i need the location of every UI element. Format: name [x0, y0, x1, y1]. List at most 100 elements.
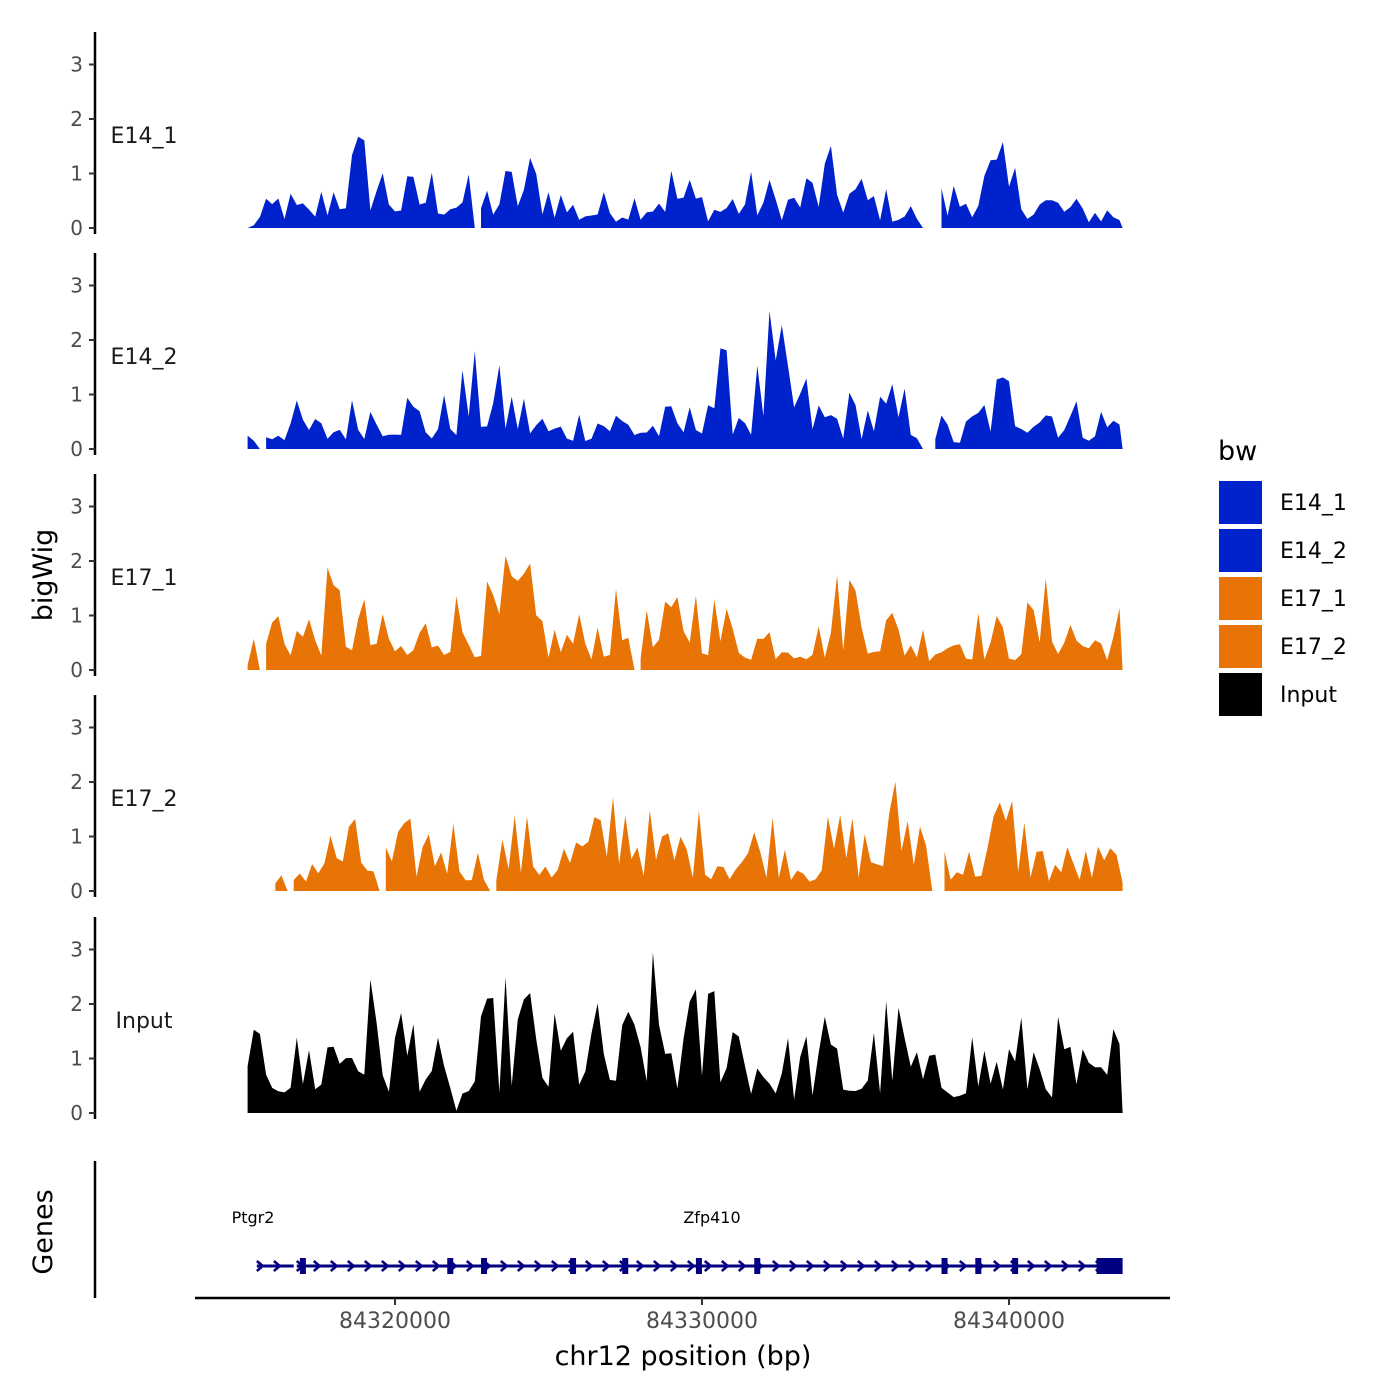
strand-arrow-icon	[273, 1260, 282, 1272]
x-axis: 84320000 84330000 84340000	[195, 1296, 1170, 1334]
y-tick-label: 2	[70, 770, 83, 794]
strand-arrow-icon	[788, 1260, 798, 1272]
strand-arrow-icon	[516, 1260, 526, 1272]
x-tick-label: 84320000	[339, 1309, 451, 1334]
strand-arrow-icon	[635, 1260, 645, 1272]
strand-arrow-icon	[1026, 1260, 1036, 1272]
track-label: E14_2	[111, 345, 178, 370]
strand-arrow-icon	[924, 1260, 934, 1272]
strand-arrow-icon	[873, 1260, 883, 1272]
track-label: E17_2	[111, 787, 178, 812]
strand-arrow-icon	[1060, 1260, 1070, 1272]
strand-arrow-icon	[431, 1260, 441, 1272]
y-tick-label: 0	[70, 658, 83, 682]
strand-arrow-icon	[958, 1260, 968, 1272]
strand-arrow-icon	[1043, 1260, 1053, 1272]
y-tick-label: 2	[70, 107, 83, 131]
strand-arrow-icon	[533, 1260, 543, 1272]
y-tick-label: 2	[70, 992, 83, 1016]
strand-arrow-icon	[720, 1260, 730, 1272]
y-tick-label: 1	[70, 1047, 83, 1071]
strand-arrow-icon	[669, 1260, 679, 1272]
x-axis-title: chr12 position (bp)	[555, 1341, 812, 1372]
legend-label: E14_1	[1280, 491, 1347, 516]
track-e17-1: 0 1 2 3 E17_1	[70, 474, 1123, 682]
genes-track-title: Genes	[28, 1189, 59, 1274]
strand-arrow-icon	[703, 1260, 713, 1272]
legend: bw E14_1 E14_2 E17_1 E17_2 Input	[1217, 436, 1347, 718]
gene-zfp410: Zfp410	[295, 1208, 1123, 1274]
strand-arrow-icon	[1077, 1260, 1087, 1272]
strand-arrow-icon	[907, 1260, 917, 1272]
strand-arrow-icon	[601, 1260, 611, 1272]
strand-arrow-icon	[329, 1260, 339, 1272]
exon	[1096, 1258, 1123, 1274]
track-label: E14_1	[111, 124, 178, 149]
y-tick-label: 2	[70, 549, 83, 573]
y-tick-label: 1	[70, 604, 83, 628]
strand-arrow-icon	[465, 1260, 475, 1272]
strand-arrow-icon	[397, 1260, 407, 1272]
y-tick-label: 1	[70, 825, 83, 849]
y-tick-label: 0	[70, 1101, 83, 1125]
legend-swatch	[1217, 623, 1264, 670]
strand-arrow-icon	[771, 1260, 781, 1272]
exon	[622, 1258, 629, 1274]
coverage-area-e14-1	[247, 136, 1123, 228]
y-tick-label: 3	[70, 716, 83, 740]
gene-label: Zfp410	[683, 1208, 740, 1227]
strand-arrow-icon	[346, 1260, 356, 1272]
legend-label: E14_2	[1280, 539, 1347, 564]
legend-label: E17_1	[1280, 587, 1347, 612]
exon	[299, 1258, 306, 1274]
exon	[695, 1258, 702, 1274]
strand-arrow-icon	[737, 1260, 747, 1272]
coverage-tracks: 0 1 2 3 E14_1 0 1 2 3 E14_2 0 1 2 3 E17_1 0 1 2 3 E17_2 0 1 2 3…	[70, 32, 1123, 1125]
legend-swatch	[1217, 479, 1264, 526]
track-label: Input	[116, 1009, 173, 1034]
x-tick-label: 84330000	[646, 1309, 758, 1334]
track-e14-2: 0 1 2 3 E14_2	[70, 253, 1123, 461]
strand-arrow-icon	[652, 1260, 662, 1272]
exon	[447, 1258, 454, 1274]
y-tick-label: 2	[70, 328, 83, 352]
exon	[1012, 1258, 1019, 1274]
gene-label: Ptgr2	[232, 1208, 275, 1227]
exon	[941, 1258, 948, 1274]
strand-arrow-icon	[992, 1260, 1002, 1272]
y-tick-label: 3	[70, 274, 83, 298]
strand-arrow-icon	[890, 1260, 900, 1272]
y-tick-label: 3	[70, 938, 83, 962]
track-label: E17_1	[111, 566, 178, 591]
x-tick-label: 84340000	[953, 1309, 1065, 1334]
y-tick-label: 1	[70, 162, 83, 186]
strand-arrow-icon	[363, 1260, 373, 1272]
coverage-area-e17-2	[275, 781, 1123, 891]
strand-arrow-icon	[584, 1260, 594, 1272]
legend-swatch	[1217, 575, 1264, 622]
gene-ptgr2: Ptgr2	[232, 1208, 294, 1272]
legend-label: Input	[1280, 683, 1337, 708]
y-tick-label: 0	[70, 437, 83, 461]
gene-track: Ptgr2 Zfp410	[93, 1161, 1123, 1298]
strand-arrow-icon	[499, 1260, 509, 1272]
legend-swatch	[1217, 527, 1264, 574]
track-e14-1: 0 1 2 3 E14_1	[70, 32, 1123, 240]
strand-arrow-icon	[686, 1260, 696, 1272]
exon	[754, 1258, 761, 1274]
y-axis-title: bigWig	[28, 529, 59, 622]
coverage-area-input	[247, 952, 1123, 1113]
coverage-area-e14-2	[247, 310, 1123, 449]
y-tick-label: 3	[70, 53, 83, 77]
strand-arrow-icon	[312, 1260, 322, 1272]
legend-title: bw	[1218, 436, 1257, 467]
track-e17-2: 0 1 2 3 E17_2	[70, 695, 1123, 903]
strand-arrow-icon	[805, 1260, 815, 1272]
strand-arrow-icon	[550, 1260, 560, 1272]
strand-arrow-icon	[856, 1260, 866, 1272]
legend-swatch	[1217, 671, 1264, 718]
exon	[975, 1258, 982, 1274]
exon	[481, 1258, 488, 1274]
y-tick-label: 3	[70, 495, 83, 519]
